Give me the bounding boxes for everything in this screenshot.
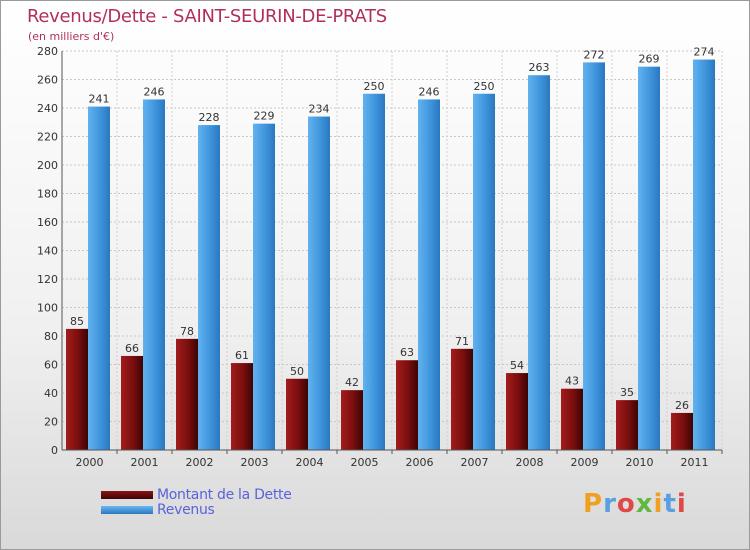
- data-label-revenus: 241: [89, 93, 110, 106]
- data-label-revenus: 246: [144, 85, 165, 98]
- x-tick-label: 2007: [461, 456, 489, 469]
- x-tick-label: 2006: [406, 456, 434, 469]
- data-label-revenus: 250: [364, 80, 385, 93]
- logo-letter: i: [653, 489, 664, 519]
- data-label-dette: 71: [455, 335, 469, 348]
- bar-revenus-2010: [638, 66, 660, 451]
- legend-item-revenus: Revenus: [101, 502, 215, 518]
- x-tick-label: 2000: [76, 456, 104, 469]
- bar-revenus-2001: [143, 99, 165, 450]
- data-label-dette: 50: [290, 365, 304, 378]
- y-tick-label: 260: [37, 74, 58, 87]
- data-label-dette: 43: [565, 375, 579, 388]
- y-tick-label: 100: [37, 302, 58, 315]
- bar-dette-2002: [176, 338, 198, 450]
- bar-revenus-2000: [88, 106, 110, 450]
- chart-subtitle: (en milliers d'€): [28, 30, 115, 43]
- data-label-dette: 26: [675, 399, 689, 412]
- data-label-revenus: 263: [529, 61, 550, 74]
- axes: 0 20 40 60 80 100 120 140 160 180 200 220 240 260 280 2…: [37, 45, 723, 469]
- y-tick-label: 40: [44, 387, 58, 400]
- bar-dette-2008: [506, 373, 528, 450]
- y-tick-label: 200: [37, 159, 58, 172]
- bars: [66, 59, 715, 451]
- data-label-revenus: 269: [639, 53, 660, 66]
- data-label-dette: 35: [620, 386, 634, 399]
- proxiti-logo: Proxiti: [583, 489, 687, 519]
- logo-letter: x: [635, 489, 654, 519]
- bar-dette-2009: [561, 388, 583, 450]
- bar-revenus-2005: [363, 93, 385, 450]
- x-tick-label: 2005: [351, 456, 379, 469]
- y-tick-label: 0: [51, 444, 58, 457]
- legend-label-dette: Montant de la Dette: [157, 487, 292, 503]
- logo-letter: o: [616, 489, 636, 519]
- bar-dette-2000: [66, 328, 88, 450]
- bar-revenus-2007: [473, 93, 495, 450]
- y-tick-label: 180: [37, 188, 58, 201]
- bar-revenus-2004: [308, 116, 330, 451]
- bar-revenus-2009: [583, 62, 605, 451]
- data-label-dette: 78: [180, 325, 194, 338]
- bar-dette-2005: [341, 390, 363, 450]
- legend-label-revenus: Revenus: [157, 502, 215, 518]
- data-label-revenus: 229: [254, 110, 275, 123]
- x-tick-label: 2001: [131, 456, 159, 469]
- bar-dette-2003: [231, 363, 253, 450]
- data-label-dette: 61: [235, 349, 249, 362]
- bar-dette-2001: [121, 355, 143, 450]
- y-tick-label: 120: [37, 273, 58, 286]
- x-tick-label: 2002: [186, 456, 214, 469]
- data-label-revenus: 234: [309, 103, 330, 116]
- bar-revenus-2011: [693, 59, 715, 451]
- x-tick-label: 2003: [241, 456, 269, 469]
- logo-letter: i: [676, 489, 687, 519]
- y-tick-label: 20: [44, 416, 58, 429]
- bar-revenus-2003: [253, 123, 275, 451]
- chart-title: Revenus/Dette - SAINT-SEURIN-DE-PRATS: [27, 6, 387, 27]
- logo-letter: t: [663, 489, 677, 519]
- legend-swatch-dette: [101, 491, 153, 499]
- data-label-dette: 63: [400, 346, 414, 359]
- y-tick-label: 80: [44, 330, 58, 343]
- y-tick-label: 240: [37, 102, 58, 115]
- y-tick-label: 280: [37, 45, 58, 58]
- x-tick-label: 2011: [681, 456, 709, 469]
- bar-revenus-2008: [528, 75, 550, 450]
- data-label-revenus: 246: [419, 85, 440, 98]
- x-tick-label: 2008: [516, 456, 544, 469]
- legend-item-dette: Montant de la Dette: [101, 487, 292, 503]
- y-tick-label: 60: [44, 359, 58, 372]
- bar-dette-2006: [396, 360, 418, 450]
- x-tick-label: 2010: [626, 456, 654, 469]
- bar-dette-2007: [451, 348, 473, 450]
- bar-dette-2010: [616, 400, 638, 450]
- x-tick-label: 2009: [571, 456, 599, 469]
- data-label-dette: 66: [125, 342, 139, 355]
- y-tick-label: 160: [37, 216, 58, 229]
- data-label-revenus: 228: [199, 111, 220, 124]
- data-labels: 85 241 66 246 78 228 61 229 50 234 42 250 63 246 71 250…: [70, 46, 715, 412]
- data-label-dette: 85: [70, 315, 84, 328]
- bar-dette-2011: [671, 412, 693, 450]
- data-label-revenus: 274: [694, 46, 715, 59]
- y-tick-label: 220: [37, 131, 58, 144]
- x-tick-label: 2004: [296, 456, 324, 469]
- data-label-dette: 54: [510, 359, 524, 372]
- logo-letter: P: [583, 489, 604, 519]
- logo-letter: r: [603, 489, 617, 519]
- data-label-dette: 42: [345, 376, 359, 389]
- bar-dette-2004: [286, 378, 308, 450]
- bar-revenus-2002: [198, 125, 220, 450]
- legend-swatch-revenus: [101, 506, 153, 514]
- data-label-revenus: 272: [584, 48, 605, 61]
- data-label-revenus: 250: [474, 80, 495, 93]
- bar-revenus-2006: [418, 99, 440, 450]
- y-tick-label: 140: [37, 245, 58, 258]
